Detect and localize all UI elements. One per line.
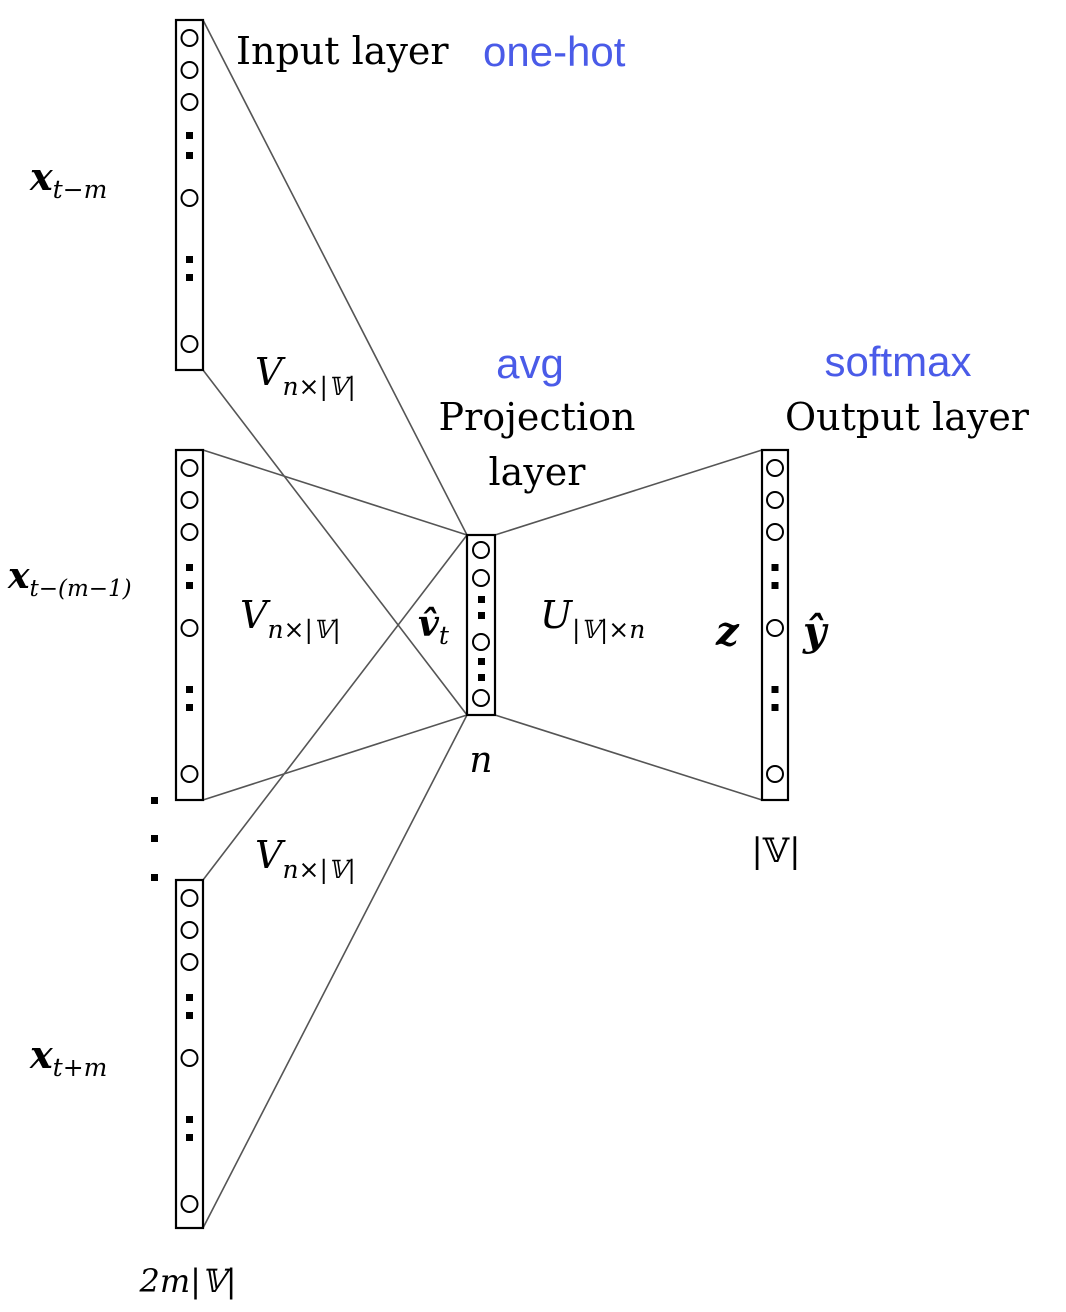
x-t-minus-m-minus-1-label: xt−(m−1) xyxy=(7,555,132,602)
V-matrix-label-1: Vn×|𝕍| xyxy=(255,350,356,402)
one-hot-annotation: one-hot xyxy=(483,28,626,75)
output-vector xyxy=(760,448,790,802)
input-vector-t-minus-m xyxy=(174,18,205,372)
z-label: z xyxy=(715,608,740,655)
n-label: n xyxy=(469,740,492,781)
projection-layer-label-line1: Projection xyxy=(439,395,636,439)
line-input2-bottom-to-proj-bottom xyxy=(202,714,468,801)
projection-layer-label-line2: layer xyxy=(489,450,587,494)
V-matrix-label-2: Vn×|𝕍| xyxy=(240,593,341,645)
connection-lines xyxy=(202,19,763,1229)
x-t-plus-m-label: xt+m xyxy=(29,1032,107,1082)
input-layer-label: Input layer xyxy=(236,29,449,73)
U-matrix-label: U|𝕍|×n xyxy=(540,593,645,645)
output-layer-label: Output layer xyxy=(785,395,1030,439)
x-t-minus-m-label: xt−m xyxy=(29,154,107,204)
projection-vector xyxy=(465,533,497,717)
line-input1-bottom-to-proj-bottom xyxy=(202,369,468,716)
line-input3-bottom-to-proj-bottom xyxy=(202,714,468,1229)
avg-annotation: avg xyxy=(496,340,564,387)
input-vector-t-plus-m xyxy=(174,878,205,1230)
input-dimension-label: 2m|𝕍| xyxy=(138,1262,236,1300)
vertical-ellipsis xyxy=(151,797,158,881)
line-proj-top-to-output-top xyxy=(494,449,763,536)
V-matrix-label-3: Vn×|𝕍| xyxy=(255,833,356,885)
line-proj-bottom-to-output-bottom xyxy=(494,714,763,801)
y-hat-label: ŷ xyxy=(802,608,829,655)
line-input2-top-to-proj-top xyxy=(202,449,468,536)
v-hat-t-label: v̂t xyxy=(418,603,450,650)
input-vector-t-minus-m-minus-1 xyxy=(174,448,205,802)
softmax-annotation: softmax xyxy=(824,338,971,385)
vocab-size-label: |𝕍| xyxy=(751,831,800,871)
line-input3-top-to-proj-top xyxy=(202,534,468,881)
line-input1-top-to-proj-top xyxy=(202,19,468,536)
